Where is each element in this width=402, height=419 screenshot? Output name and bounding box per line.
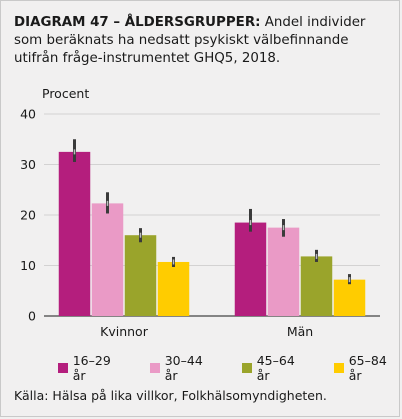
figure-title-rest: Andel individer som beräknats ha nedsatt…	[14, 15, 366, 66]
x-tick-label: Kvinnor	[100, 324, 149, 339]
source-note: Källa: Hälsa på lika villkor, Folkhälsom…	[14, 388, 327, 403]
y-tick-label: 0	[28, 309, 36, 324]
legend-label: 16–29 år	[72, 353, 111, 383]
figure-title-bold: DIAGRAM 47 – ÅLDERSGRUPPER:	[14, 15, 261, 30]
bar	[267, 227, 300, 316]
bar	[234, 222, 267, 316]
bar	[58, 151, 91, 316]
x-tick-label: Män	[287, 324, 313, 339]
legend-swatch	[334, 363, 344, 373]
bar	[300, 256, 333, 316]
legend-item: 45–64 år	[242, 353, 310, 383]
legend-label: 45–64 år	[256, 353, 295, 383]
y-tick-label: 20	[20, 208, 36, 223]
y-tick-label: 10	[20, 258, 36, 273]
legend-label: 30–44 år	[164, 353, 203, 383]
figure-title: DIAGRAM 47 – ÅLDERSGRUPPER: Andel indivi…	[14, 14, 394, 68]
y-tick-label: 40	[20, 107, 36, 122]
legend-item: 65–84 år	[334, 353, 402, 383]
bar	[157, 261, 190, 316]
legend-label: 65–84 år	[348, 353, 387, 383]
y-axis-label: Procent	[42, 86, 90, 101]
bar	[91, 203, 124, 316]
legend-swatch	[58, 363, 68, 373]
legend-item: 30–44 år	[150, 353, 218, 383]
legend: 16–29 år 30–44 år 45–64 år 65–84 år	[58, 353, 402, 383]
legend-item: 16–29 år	[58, 353, 126, 383]
legend-swatch	[242, 363, 252, 373]
bar	[124, 235, 157, 316]
y-tick-label: 30	[20, 157, 36, 172]
bar	[333, 279, 366, 316]
legend-swatch	[150, 363, 160, 373]
